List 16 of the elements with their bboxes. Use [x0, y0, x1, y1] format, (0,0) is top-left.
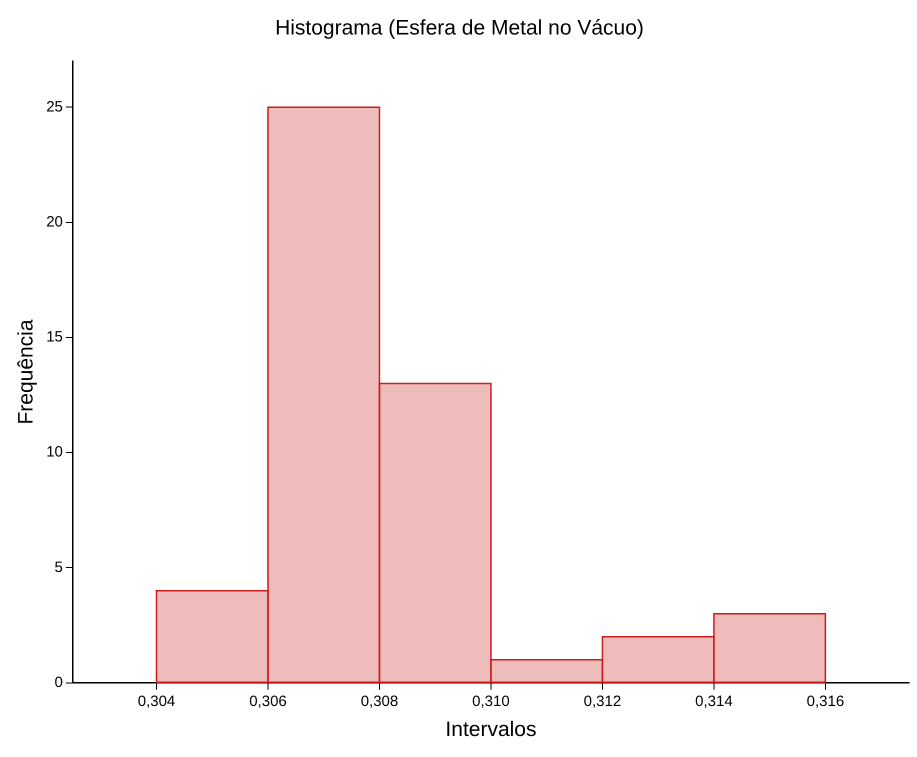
chart-title: Histograma (Esfera de Metal no Vácuo)	[275, 16, 644, 40]
x-tick-label: 0,308	[360, 692, 398, 710]
y-tick-label: 15	[46, 328, 63, 346]
x-tick-label: 0,304	[138, 692, 176, 710]
x-tick-label: 0,306	[249, 692, 287, 710]
y-tick-label: 20	[46, 213, 63, 230]
y-tick-label: 25	[46, 98, 63, 116]
y-tick-label: 0	[54, 674, 63, 691]
x-tick-label: 0,316	[806, 692, 844, 710]
y-tick-label: 5	[54, 558, 63, 576]
y-axis-title: Frequência	[14, 319, 38, 425]
x-tick-label: 0,310	[472, 692, 510, 710]
x-tick-label: 0,312	[584, 692, 622, 710]
y-tick-label: 10	[46, 444, 63, 461]
x-axis-title: Intervalos	[445, 718, 536, 742]
x-tick-label: 0,314	[695, 692, 733, 710]
